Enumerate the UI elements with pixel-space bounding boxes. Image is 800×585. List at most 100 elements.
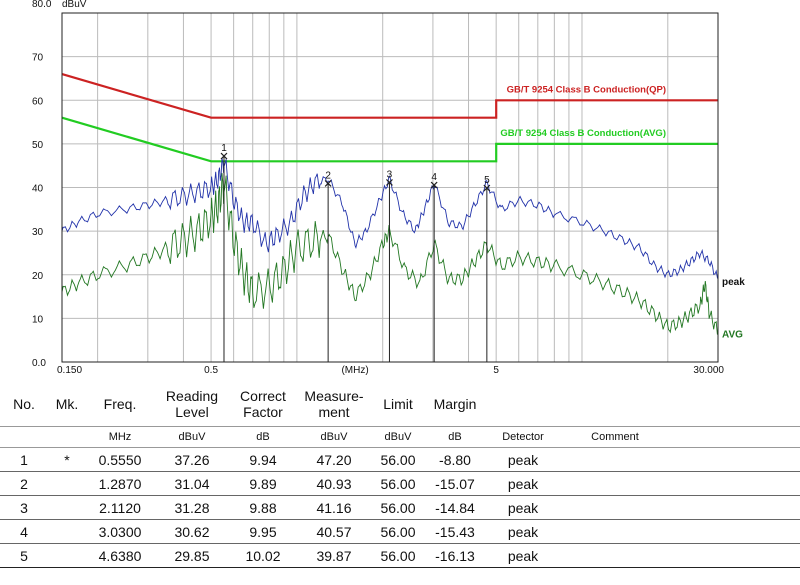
col-limit-header: Limit [383,396,413,412]
cell-measure: 47.20 [296,447,372,472]
table-units-row: MHz dBuV dB dBuV dBuV dB Detector Commen… [0,426,800,448]
marker-x [324,180,332,187]
legend-labels: GB/T 9254 Class B Conduction(QP) GB/T 925… [500,84,745,340]
cell-detector: peak [486,447,560,472]
y-tick-label: 50 [32,140,44,151]
cell-reading: 31.04 [154,471,230,496]
cell-freq: 2.1120 [86,495,154,520]
cell-correct: 9.88 [230,495,296,520]
cell-detector: peak [486,543,560,568]
marker-number: 5 [484,175,490,186]
series-avg-line [61,173,719,335]
table-row: 5 4.6380 29.85 10.02 39.87 56.00 -16.13 peak [0,543,800,568]
table-row: 2 1.2870 31.04 9.89 40.93 56.00 -15.07 peak [0,471,800,496]
cell-measure: 39.87 [296,543,372,568]
marker-number: 3 [387,169,393,180]
unit-comment: Comment [560,426,670,448]
cell-detector: peak [486,471,560,496]
unit-measure: dBuV [296,426,372,448]
y-tick-label: 70 [32,53,44,64]
y-axis-unit: dBuV [62,0,87,10]
reading-header-line1: Reading [165,388,219,404]
y-tick-label: 0.0 [32,358,46,369]
unit-margin: dB [424,426,486,448]
cell-reading: 31.28 [154,495,230,520]
cell-limit: 56.00 [372,495,424,520]
plot-frame [61,12,719,363]
cell-mk [48,471,86,496]
col-detector-header [486,382,560,427]
cell-measure: 41.16 [296,495,372,520]
cell-margin: -16.13 [424,543,486,568]
cell-limit: 56.00 [372,519,424,544]
marker-x [220,152,228,160]
cell-margin: -8.80 [424,447,486,472]
marker-x [386,179,393,186]
table-row: 4 3.0300 30.62 9.95 40.57 56.00 -15.43 peak [0,519,800,544]
emission-chart: 1 2 3 4 5 0.0 10 20 30 40 50 60 70 80.0 0.150 0.5 (MHz)… [32,0,745,376]
col-measure-header: Measure-ment [296,382,372,427]
cell-no: 5 [0,543,48,568]
marker-layer: 1 2 3 4 5 [220,143,491,362]
series-label-avg: AVG [722,329,743,340]
cell-margin: -15.07 [424,471,486,496]
series-layer [61,158,719,335]
grid-layer [62,13,718,362]
unit-detector: Detector [486,426,560,448]
col-margin-header: Margin [433,396,477,412]
cell-freq: 3.0300 [86,519,154,544]
col-correct-header: Correct Factor [230,382,296,427]
measure-header-line2: ment [318,404,350,420]
cell-correct: 9.89 [230,471,296,496]
cell-detector: peak [486,519,560,544]
cell-measure: 40.93 [296,471,372,496]
y-tick-label: 40 [32,184,44,195]
col-freq-header: Freq. [103,396,137,412]
y-tick-label: 20 [32,271,44,282]
cell-measure: 40.57 [296,519,372,544]
unit-limit: dBuV [372,426,424,448]
unit-freq: MHz [86,426,154,448]
x-tick-label: 0.5 [204,365,218,376]
table-row: 3 2.1120 31.28 9.88 41.16 56.00 -14.84 peak [0,495,800,520]
x-tick-label: 0.150 [57,365,82,376]
measure-header-line1: Measure- [304,388,364,404]
series-peak-line [61,158,719,280]
marker-number: 4 [431,172,437,183]
limit-label-qp: GB/T 9254 Class B Conduction(QP) [507,84,666,95]
cell-limit: 56.00 [372,471,424,496]
table-row: 1 * 0.5550 37.26 9.94 47.20 56.00 -8.80 peak [0,447,800,472]
cell-reading: 29.85 [154,543,230,568]
y-tick-label: 10 [32,314,44,325]
cell-limit: 56.00 [372,543,424,568]
col-reading-header: Reading Level [154,382,230,427]
marker-x [483,184,491,192]
axis-labels: 0.0 10 20 30 40 50 60 70 80.0 0.150 0.5 (MHz) 5 30.00… [32,0,724,376]
cell-reading: 30.62 [154,519,230,544]
y-tick-label: 80.0 [32,0,52,10]
limit-lines [61,73,718,163]
cell-detector: peak [486,495,560,520]
cell-no: 3 [0,495,48,520]
limit-line-avg [61,116,718,163]
cell-correct: 9.95 [230,519,296,544]
cell-reading: 37.26 [154,447,230,472]
cell-correct: 10.02 [230,543,296,568]
cell-mk [48,495,86,520]
cell-mk [48,519,86,544]
correct-header-line2: Factor [243,404,283,420]
marker-number: 2 [325,170,331,181]
col-mk-header: Mk. [55,396,79,412]
limit-label-avg: GB/T 9254 Class B Conduction(AVG) [500,128,666,139]
cell-no: 2 [0,471,48,496]
cell-freq: 0.5550 [86,447,154,472]
correct-header-line1: Correct [240,388,286,404]
cell-freq: 1.2870 [86,471,154,496]
table-header-row: No. Mk. Freq. Reading Level Correct Factor… [0,382,800,427]
y-tick-label: 30 [32,227,44,238]
cell-limit: 56.00 [372,447,424,472]
cell-mk [48,543,86,568]
cell-no: 4 [0,519,48,544]
unit-correct: dB [230,426,296,448]
results-table: No. Mk. Freq. Reading Level Correct Factor… [0,382,800,568]
